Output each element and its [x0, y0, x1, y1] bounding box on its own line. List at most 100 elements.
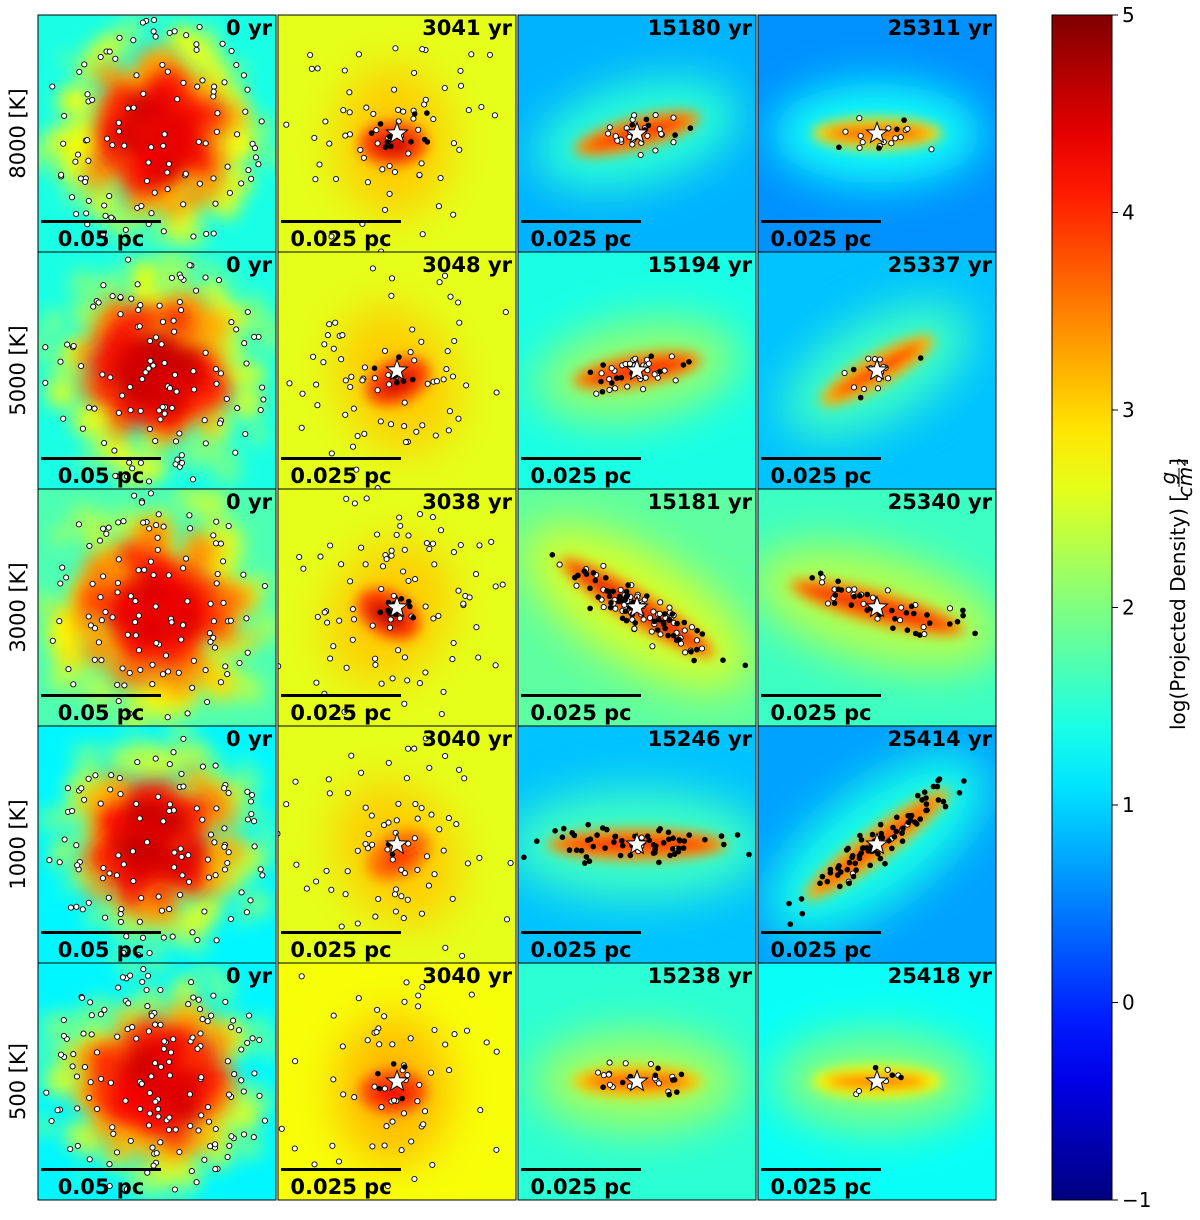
open-particle	[405, 577, 412, 584]
filled-particle	[408, 139, 414, 145]
open-particle	[83, 210, 90, 217]
scale-bar-label: 0.025 pc	[530, 227, 631, 251]
open-particle	[146, 337, 154, 345]
open-particle	[117, 918, 124, 925]
open-particle	[188, 979, 195, 986]
filled-particle	[923, 795, 929, 801]
open-particle	[383, 555, 390, 563]
open-particle	[349, 636, 356, 643]
open-particle	[134, 281, 141, 288]
open-particle	[186, 512, 193, 519]
filled-particle	[901, 117, 907, 123]
sink-star-icon	[865, 358, 889, 381]
open-particle	[398, 1147, 405, 1154]
open-particle	[365, 830, 372, 838]
panel: 3040 yr 0.025 pc	[277, 962, 517, 1201]
filled-particle	[878, 834, 885, 840]
filled-particle	[619, 842, 626, 849]
open-particle	[421, 1108, 429, 1115]
open-particle	[429, 514, 436, 521]
open-particle	[338, 356, 345, 363]
open-particle	[313, 381, 320, 388]
open-particle	[196, 23, 203, 31]
open-particle	[478, 103, 485, 111]
open-particle	[207, 1143, 214, 1150]
filled-particle	[849, 854, 855, 861]
filled-particle	[666, 836, 672, 843]
open-particle	[321, 609, 328, 616]
open-particle	[698, 645, 706, 652]
open-particle	[60, 1017, 67, 1024]
open-particle	[150, 16, 158, 24]
sink-star-icon	[385, 595, 409, 618]
open-particle	[208, 1012, 215, 1019]
open-particle	[440, 376, 447, 383]
row-label: 5000 [K]	[6, 325, 30, 415]
open-particle	[323, 867, 330, 874]
open-particle	[593, 390, 600, 397]
open-particle	[347, 383, 354, 391]
filled-particle	[595, 594, 601, 600]
open-particle	[193, 41, 200, 48]
open-particle	[166, 906, 173, 913]
time-label: 3041 yr	[422, 16, 512, 40]
open-particle	[211, 839, 218, 846]
open-particle	[115, 852, 122, 859]
scale-bar-label: 0.025 pc	[290, 464, 391, 488]
open-particle	[194, 1045, 201, 1052]
open-particle	[202, 349, 209, 356]
filled-particle	[398, 596, 405, 602]
open-particle	[227, 915, 234, 923]
open-particle	[160, 228, 167, 235]
open-particle	[449, 656, 456, 663]
open-particle	[874, 385, 882, 392]
open-particle	[124, 631, 131, 638]
open-particle	[440, 847, 447, 854]
open-particle	[178, 636, 185, 643]
open-particle	[473, 624, 480, 631]
open-particle	[647, 1060, 654, 1068]
filled-particle	[875, 851, 881, 857]
open-particle	[127, 1137, 134, 1144]
open-particle	[414, 815, 421, 822]
sink-star-icon	[385, 832, 409, 855]
open-particle	[652, 112, 659, 119]
open-particle	[432, 432, 439, 439]
filled-particle	[671, 1077, 678, 1083]
open-particle	[188, 1168, 195, 1175]
filled-particle	[623, 588, 630, 595]
open-particle	[73, 903, 80, 910]
open-particle	[132, 619, 139, 626]
open-particle	[166, 385, 174, 392]
time-label: 15180 yr	[648, 16, 753, 40]
open-particle	[159, 403, 166, 411]
open-particle	[113, 872, 120, 879]
open-particle	[108, 772, 115, 779]
open-particle	[207, 831, 215, 838]
open-particle	[242, 430, 249, 438]
filled-particle	[585, 821, 591, 828]
open-particle	[112, 472, 119, 479]
open-particle	[314, 402, 321, 409]
svg-text:log(Projected Density) [: log(Projected Density) [	[1166, 494, 1190, 730]
scale-bar-label: 0.025 pc	[770, 701, 871, 725]
open-particle	[477, 1107, 484, 1114]
open-particle	[151, 189, 158, 196]
open-particle	[238, 1046, 245, 1053]
open-particle	[144, 1003, 151, 1010]
open-particle	[139, 978, 146, 985]
svg-text:]: ]	[1166, 458, 1190, 466]
open-particle	[193, 287, 200, 294]
sink-star-icon	[625, 358, 649, 381]
open-particle	[405, 745, 412, 752]
open-particle	[424, 380, 431, 387]
open-particle	[164, 169, 171, 176]
open-particle	[213, 805, 220, 812]
open-particle	[928, 146, 935, 153]
open-particle	[652, 147, 659, 154]
filled-particle	[903, 610, 910, 616]
open-particle	[368, 812, 375, 819]
filled-particle	[846, 859, 853, 866]
open-particle	[211, 83, 218, 90]
filled-particle	[583, 854, 590, 860]
